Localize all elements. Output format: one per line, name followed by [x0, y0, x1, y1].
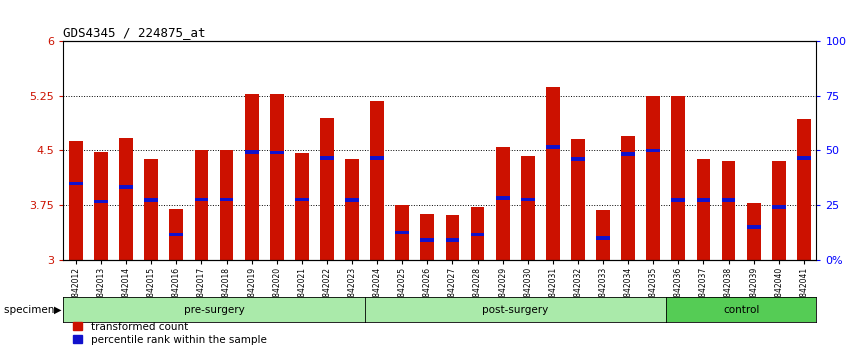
- Bar: [169, 209, 184, 260]
- Text: post-surgery: post-surgery: [482, 305, 548, 315]
- Bar: [596, 236, 610, 240]
- Bar: [496, 196, 509, 200]
- Bar: [94, 200, 108, 204]
- Bar: [94, 152, 108, 260]
- Bar: [772, 205, 786, 209]
- Bar: [772, 161, 786, 260]
- Bar: [646, 96, 660, 260]
- Bar: [747, 225, 761, 229]
- Bar: [496, 147, 509, 260]
- Bar: [195, 150, 208, 260]
- Bar: [521, 155, 535, 260]
- Bar: [220, 198, 233, 201]
- Bar: [371, 156, 384, 160]
- Bar: [797, 156, 810, 160]
- Bar: [395, 205, 409, 260]
- Bar: [169, 233, 184, 236]
- Bar: [345, 159, 359, 260]
- Bar: [571, 139, 585, 260]
- Legend: transformed count, percentile rank within the sample: transformed count, percentile rank withi…: [69, 317, 271, 349]
- Bar: [420, 238, 434, 241]
- Bar: [195, 198, 208, 201]
- Bar: [446, 215, 459, 260]
- Bar: [395, 230, 409, 234]
- Bar: [220, 150, 233, 260]
- Text: specimen: specimen: [4, 305, 58, 315]
- Bar: [69, 182, 83, 185]
- Bar: [119, 185, 133, 189]
- Bar: [646, 149, 660, 152]
- Bar: [320, 156, 334, 160]
- Bar: [722, 161, 735, 260]
- Bar: [747, 203, 761, 260]
- Bar: [672, 198, 685, 202]
- Bar: [345, 198, 359, 202]
- Text: control: control: [723, 305, 759, 315]
- Bar: [244, 150, 259, 154]
- Bar: [420, 214, 434, 260]
- Bar: [320, 118, 334, 260]
- Bar: [295, 153, 309, 260]
- Text: ▶: ▶: [54, 305, 62, 315]
- Bar: [621, 136, 635, 260]
- Bar: [797, 119, 810, 260]
- Bar: [119, 138, 133, 260]
- Bar: [521, 198, 535, 201]
- Bar: [696, 198, 711, 202]
- Bar: [145, 159, 158, 260]
- Bar: [244, 94, 259, 260]
- Bar: [270, 94, 283, 260]
- Text: GDS4345 / 224875_at: GDS4345 / 224875_at: [63, 26, 206, 39]
- Bar: [546, 87, 560, 260]
- Bar: [371, 102, 384, 260]
- Bar: [446, 238, 459, 241]
- Bar: [69, 141, 83, 260]
- Bar: [270, 151, 283, 154]
- Bar: [596, 210, 610, 260]
- Bar: [145, 198, 158, 202]
- Bar: [571, 158, 585, 161]
- Bar: [546, 145, 560, 149]
- Bar: [722, 198, 735, 202]
- Bar: [295, 198, 309, 201]
- Bar: [470, 233, 485, 236]
- Bar: [470, 207, 485, 260]
- Bar: [672, 96, 685, 260]
- Bar: [621, 152, 635, 156]
- Bar: [696, 159, 711, 260]
- Text: pre-surgery: pre-surgery: [184, 305, 244, 315]
